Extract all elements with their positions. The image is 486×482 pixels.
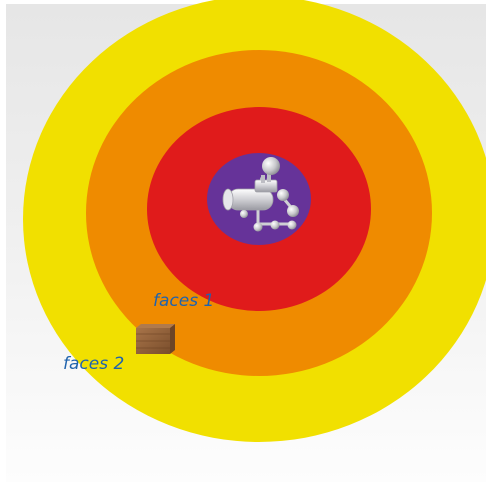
machine-icon xyxy=(222,157,299,232)
wooden-box-icon xyxy=(136,324,175,354)
faces-2-label: faces 2 xyxy=(63,354,125,374)
faces-1-label: faces 1 xyxy=(153,291,215,311)
